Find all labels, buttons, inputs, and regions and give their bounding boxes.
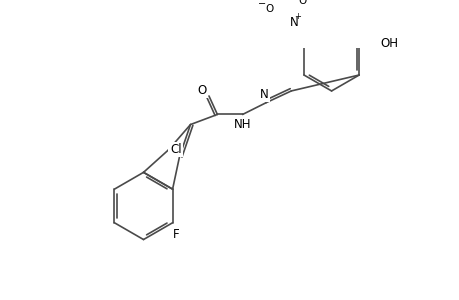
Text: O: O	[197, 84, 207, 97]
Text: N: N	[259, 88, 268, 101]
Text: O: O	[297, 0, 306, 6]
Text: S: S	[168, 147, 176, 160]
Text: F: F	[172, 228, 179, 241]
Text: NH: NH	[233, 118, 251, 131]
Text: OH: OH	[380, 37, 397, 50]
Text: −: −	[257, 0, 265, 9]
Text: N: N	[289, 16, 297, 29]
Text: O: O	[265, 4, 273, 14]
Text: Cl: Cl	[170, 143, 182, 156]
Text: +: +	[294, 12, 301, 21]
